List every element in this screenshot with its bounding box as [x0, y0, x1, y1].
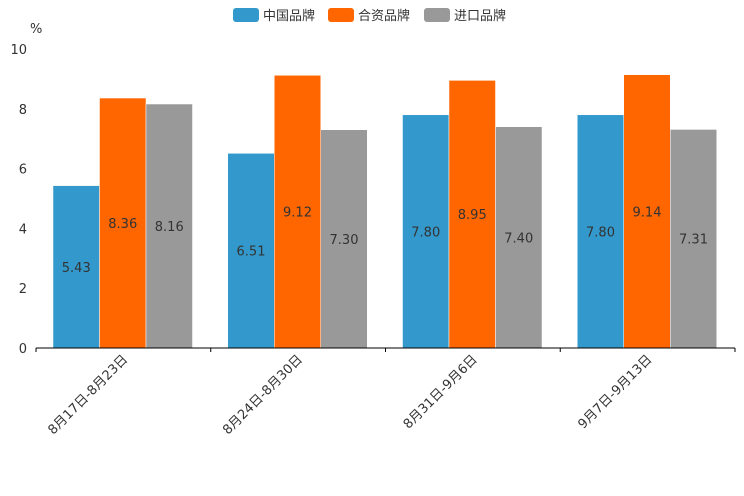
bar: [623, 74, 671, 349]
legend-swatch: [424, 8, 450, 22]
bar: [670, 129, 717, 349]
legend-label: 合资品牌: [358, 8, 410, 24]
bar: [402, 114, 450, 349]
bar-value-label: 9.14: [633, 205, 662, 220]
legend: 中国品牌 合资品牌 进口品牌: [233, 8, 506, 24]
x-axis: 8月17日-8月23日 8月24日-8月30日 8月31日-9月6日 9月7日-9月1…: [35, 347, 736, 438]
legend-swatch: [233, 8, 259, 22]
x-category-label: 8月24日-8月30日: [220, 352, 306, 438]
bar-value-label: 7.31: [679, 233, 708, 248]
bar: [577, 114, 624, 349]
bar-value-label: 8.95: [458, 208, 487, 223]
legend-swatch: [328, 8, 354, 22]
bar: [448, 80, 496, 349]
y-tick-label: 2: [19, 282, 27, 297]
x-category-label: 9月7日-9月13日: [576, 352, 656, 432]
y-tick-label: 0: [19, 342, 27, 357]
x-category-label: 8月17日-8月23日: [45, 352, 131, 438]
y-tick-label: 10: [10, 43, 27, 58]
bar-value-label: 8.16: [155, 220, 184, 235]
bar-value-label: 7.30: [330, 233, 359, 248]
y-axis: 0 2 4 6 8 10: [10, 43, 27, 357]
bar-value-label: 6.51: [237, 245, 266, 260]
bar: [99, 97, 147, 349]
bar-value-label: 5.43: [62, 261, 91, 276]
bar: [495, 126, 543, 349]
bar-value-label: 8.36: [108, 217, 137, 232]
bar: [227, 153, 275, 349]
bar-value-label: 7.40: [504, 231, 533, 246]
bar: [274, 75, 321, 349]
bar-value-label: 9.12: [283, 206, 312, 221]
y-tick-label: 4: [19, 222, 27, 237]
legend-label: 进口品牌: [454, 8, 506, 24]
y-tick-label: 8: [19, 103, 27, 118]
bar: [52, 185, 100, 349]
bar-value-label: 7.80: [411, 225, 440, 240]
bar-value-label: 7.80: [586, 225, 615, 240]
y-tick-label: 6: [19, 163, 27, 178]
bars: 5.43 6.51 7.80 7.80 8.36 9.12 8.95 9.14 8.16 7.30…: [52, 74, 717, 349]
y-axis-unit-label: %: [30, 22, 42, 37]
x-category-label: 8月31日-9月6日: [401, 352, 481, 432]
legend-label: 中国品牌: [263, 8, 315, 24]
bar: [320, 129, 368, 349]
